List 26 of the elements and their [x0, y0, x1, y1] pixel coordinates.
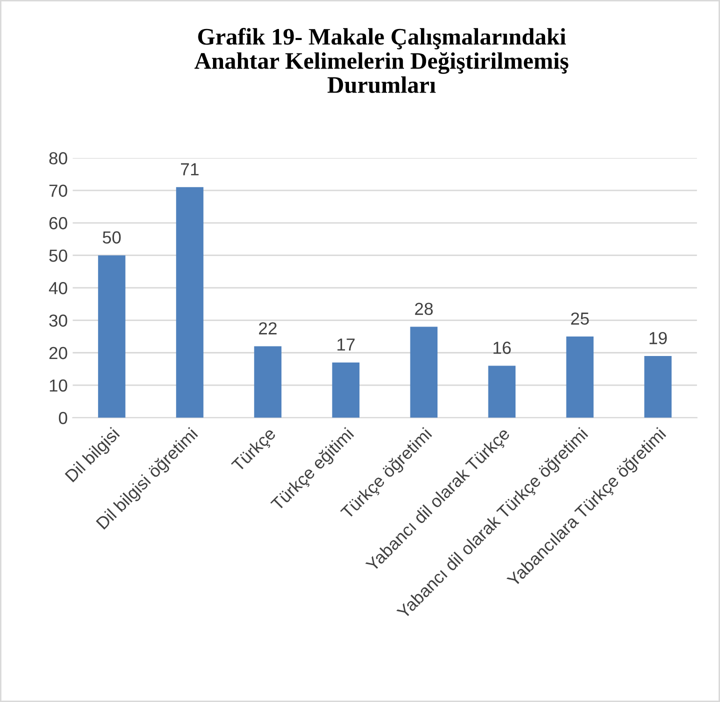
y-tick-label: 70: [49, 184, 68, 197]
data-label: 28: [415, 302, 433, 316]
data-label: 71: [181, 163, 199, 176]
y-tick-label: 40: [48, 282, 68, 294]
bar: [410, 326, 438, 418]
data-label: 25: [571, 312, 589, 325]
y-tick-label: 0: [58, 412, 68, 424]
y-tick-label: 80: [49, 152, 68, 164]
bar: [176, 187, 204, 418]
data-label: 19: [650, 332, 667, 344]
bar: [644, 356, 672, 418]
data-label: 50: [102, 231, 121, 244]
y-tick-label: 10: [50, 379, 68, 392]
bar: [566, 336, 594, 418]
y-tick-label: 60: [49, 217, 68, 230]
bar: [98, 255, 126, 418]
bar: [254, 346, 282, 418]
data-label: 16: [494, 342, 511, 354]
y-tick-label: 20: [49, 346, 68, 360]
data-label: 22: [259, 322, 277, 334]
y-tick-label: 30: [49, 314, 68, 327]
bar: [488, 366, 516, 418]
data-label: 17: [337, 338, 355, 351]
chart-title: Grafik 19- Makale Çalışmalarındaki Anahtar Kelimelerin Değiştirilmemiş Durumları: [194, 28, 568, 94]
bar: [332, 362, 360, 418]
y-tick-label: 50: [49, 250, 68, 262]
